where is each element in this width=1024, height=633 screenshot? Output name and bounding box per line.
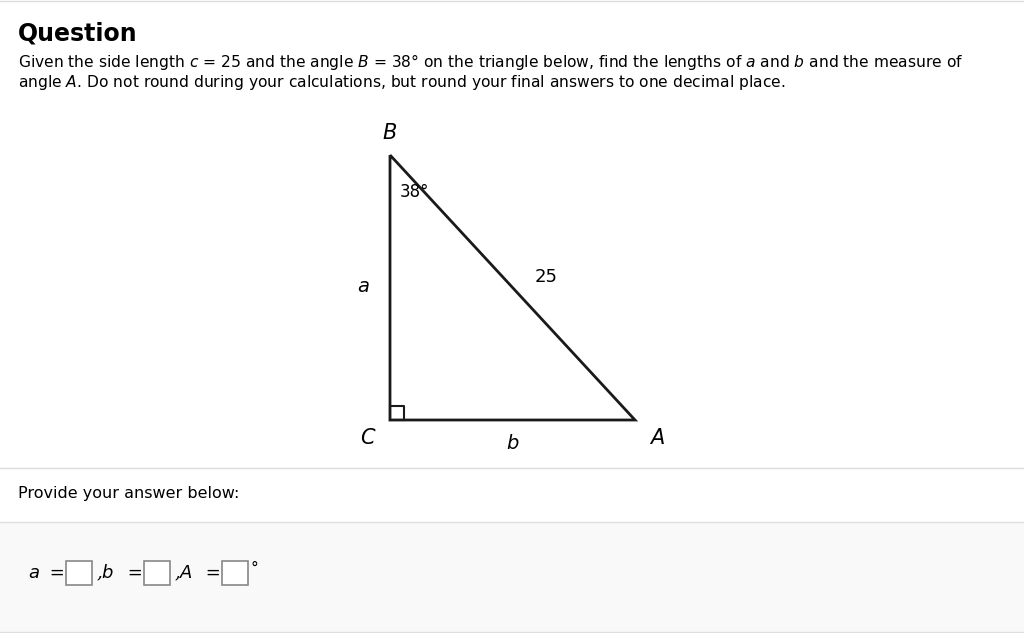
Text: =: =	[122, 564, 142, 582]
Text: =: =	[44, 564, 65, 582]
Text: =: =	[200, 564, 221, 582]
Text: $a$: $a$	[357, 279, 370, 296]
Text: Given the side length $c$ = 25 and the angle $B$ = 38° on the triangle below, fi: Given the side length $c$ = 25 and the a…	[18, 52, 964, 72]
Text: ,$b$: ,$b$	[96, 563, 115, 583]
Text: °: °	[250, 561, 258, 576]
Text: Provide your answer below:: Provide your answer below:	[18, 486, 240, 501]
FancyBboxPatch shape	[66, 561, 92, 585]
Text: $a$: $a$	[28, 564, 40, 582]
Text: $C$: $C$	[359, 428, 376, 448]
Text: Question: Question	[18, 22, 137, 46]
FancyBboxPatch shape	[222, 561, 248, 585]
Bar	[0, 522, 1024, 633]
Text: 38°: 38°	[400, 183, 429, 201]
Text: 25: 25	[535, 268, 557, 287]
FancyBboxPatch shape	[144, 561, 170, 585]
Text: $A$: $A$	[649, 428, 665, 448]
Text: angle $A$. Do not round during your calculations, but round your final answers t: angle $A$. Do not round during your calc…	[18, 73, 785, 92]
Text: $B$: $B$	[383, 123, 397, 143]
Text: ,$A$: ,$A$	[174, 563, 193, 582]
Text: $b$: $b$	[506, 434, 519, 453]
